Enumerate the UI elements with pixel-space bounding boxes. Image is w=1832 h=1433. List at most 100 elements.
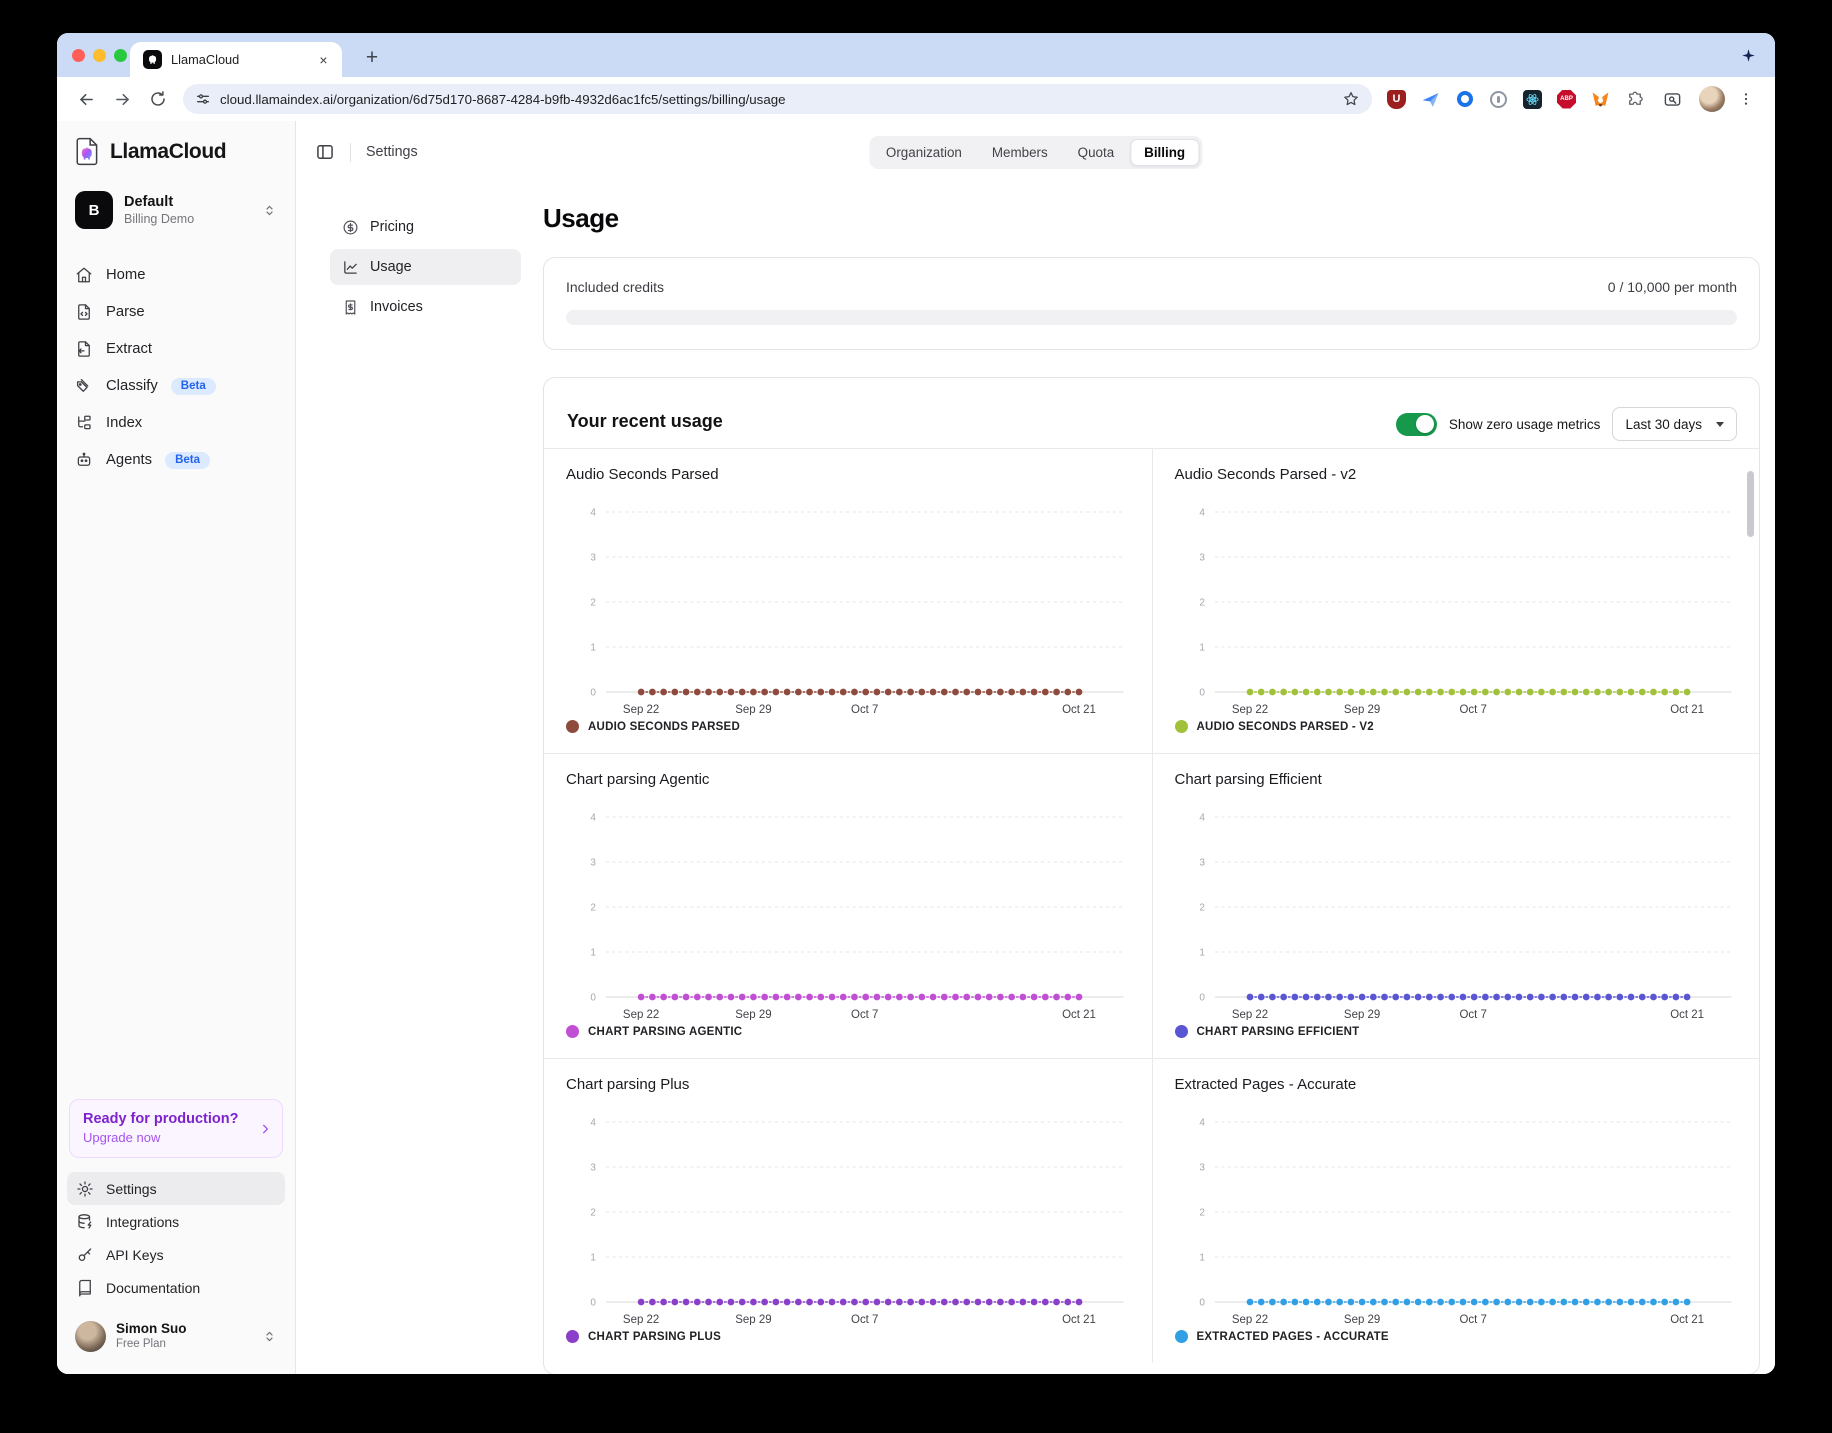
ring-extension-icon[interactable] [1454,89,1475,110]
settings-nav-label: Invoices [370,299,423,315]
tab-search-icon[interactable] [1657,84,1687,114]
sparkle-icon[interactable] [1737,44,1759,66]
ublock-extension-icon[interactable]: U [1386,89,1407,110]
upgrade-link[interactable]: Upgrade now [83,1129,256,1147]
svg-text:Sep 22: Sep 22 [623,1314,659,1325]
svg-text:Oct 21: Oct 21 [1670,704,1704,715]
legend-dot-icon [566,1025,579,1038]
usage-panel: Usage Included credits 0 / 10,000 per mo… [543,183,1760,1374]
window-controls [72,49,127,62]
sidebar-item-parse[interactable]: Parse [57,297,295,327]
settings-nav-invoices[interactable]: Invoices [330,289,521,325]
home-icon [75,266,93,284]
svg-text:2: 2 [1199,1207,1205,1218]
settings-nav-pricing[interactable]: Pricing [330,209,521,245]
sidebar-item-documentation[interactable]: Documentation [67,1271,285,1304]
svg-text:Oct 7: Oct 7 [1459,704,1486,715]
index-icon [75,414,93,432]
sidebar-item-classify[interactable]: ClassifyBeta [57,371,295,401]
chart-legend: EXTRACTED PAGES - ACCURATE [1175,1330,1738,1343]
credits-progress-bar [566,310,1737,325]
tab-close-icon[interactable]: × [315,51,332,68]
onepassword-extension-icon[interactable] [1488,89,1509,110]
forward-icon[interactable] [107,84,137,114]
settings-tab-group: OrganizationMembersQuotaBilling [869,136,1202,169]
chart-title: Chart parsing Efficient [1175,770,1738,790]
org-switcher[interactable]: B Default Billing Demo [69,186,283,234]
sidebar: LlamaCloud B Default Billing Demo Home Pa… [57,121,296,1374]
zoom-window-button[interactable] [114,49,127,62]
browser-menu-icon[interactable] [1731,84,1761,114]
documentation-icon [76,1279,94,1297]
minimize-window-button[interactable] [93,49,106,62]
sidebar-item-label: Extract [106,341,152,357]
svg-text:3: 3 [590,857,596,868]
browser-profile-avatar[interactable] [1699,86,1725,112]
legend-dot-icon [1175,1025,1188,1038]
sidebar-item-integrations[interactable]: Integrations [67,1205,285,1238]
svg-text:Sep 22: Sep 22 [1231,1314,1267,1325]
bookmark-star-icon[interactable] [1342,90,1360,108]
svg-text:Sep 29: Sep 29 [735,1314,771,1325]
sidebar-toggle-icon[interactable] [315,142,335,162]
svg-text:4: 4 [590,507,596,518]
tab-billing[interactable]: Billing [1130,139,1199,166]
sidebar-item-index[interactable]: Index [57,408,295,438]
llamacloud-logo[interactable]: LlamaCloud [75,137,295,166]
chart-plot: 43210Sep 22Sep 29Oct 7Oct 21 [1175,485,1738,715]
chart-legend: CHART PARSING EFFICIENT [1175,1025,1738,1038]
chevrons-up-down-icon [262,203,277,218]
recent-usage-title: Your recent usage [567,411,723,432]
sidebar-item-api-keys[interactable]: API Keys [67,1238,285,1271]
close-window-button[interactable] [72,49,85,62]
adblock-plus-extension-icon[interactable]: ABP [1556,89,1577,110]
svg-text:Oct 21: Oct 21 [1670,1009,1704,1020]
new-tab-button[interactable]: + [357,43,387,73]
browser-tab[interactable]: LlamaCloud × [130,42,342,77]
reload-icon[interactable] [143,84,173,114]
sidebar-item-extract[interactable]: Extract [57,334,295,364]
classify-icon [75,377,93,395]
sidebar-item-settings[interactable]: Settings [67,1172,285,1205]
usage-chart-chart-parsing-plus: Chart parsing Plus43210Sep 22Sep 29Oct 7… [544,1058,1152,1363]
browser-toolbar: cloud.llamaindex.ai/organization/6d75d17… [57,77,1775,121]
zero-usage-toggle[interactable] [1396,413,1437,436]
settings-nav-usage[interactable]: Usage [330,249,521,285]
extensions-row: U ABP [1386,89,1645,110]
tab-organization[interactable]: Organization [872,139,976,166]
tab-quota[interactable]: Quota [1064,139,1128,166]
paper-plane-extension-icon[interactable] [1420,89,1441,110]
svg-text:Sep 22: Sep 22 [623,1009,659,1020]
legend-dot-icon [566,1330,579,1343]
svg-text:1: 1 [1199,642,1205,653]
date-range-value: Last 30 days [1625,417,1702,432]
back-icon[interactable] [71,84,101,114]
parse-icon [75,303,93,321]
included-credits-card: Included credits 0 / 10,000 per month [543,257,1760,350]
react-devtools-extension-icon[interactable] [1522,89,1543,110]
svg-text:Sep 22: Sep 22 [623,704,659,715]
sidebar-item-home[interactable]: Home [57,260,295,290]
sidebar-item-label: Home [106,267,145,283]
scrollbar-thumb[interactable] [1747,471,1754,537]
url-text[interactable]: cloud.llamaindex.ai/organization/6d75d17… [220,92,1342,107]
included-credits-value: 0 / 10,000 per month [1608,279,1737,295]
sidebar-item-label: Settings [106,1181,157,1197]
legend-label: CHART PARSING AGENTIC [588,1026,742,1038]
site-settings-icon[interactable] [195,91,211,107]
svg-text:Oct 21: Oct 21 [1670,1314,1704,1325]
svg-text:3: 3 [590,552,596,563]
svg-text:3: 3 [1199,857,1205,868]
sidebar-item-agents[interactable]: AgentsBeta [57,445,295,475]
upgrade-card[interactable]: Ready for production? Upgrade now [69,1099,283,1158]
metamask-extension-icon[interactable] [1590,89,1611,110]
svg-text:2: 2 [590,597,596,608]
extensions-puzzle-icon[interactable] [1624,89,1645,110]
svg-text:2: 2 [1199,902,1205,913]
user-menu[interactable]: Simon Suo Free Plan [67,1314,285,1358]
tab-members[interactable]: Members [978,139,1062,166]
app-header: Settings OrganizationMembersQuotaBilling [296,121,1775,183]
svg-text:Oct 7: Oct 7 [1459,1314,1486,1325]
date-range-select[interactable]: Last 30 days [1612,407,1737,441]
url-bar[interactable]: cloud.llamaindex.ai/organization/6d75d17… [183,84,1372,114]
